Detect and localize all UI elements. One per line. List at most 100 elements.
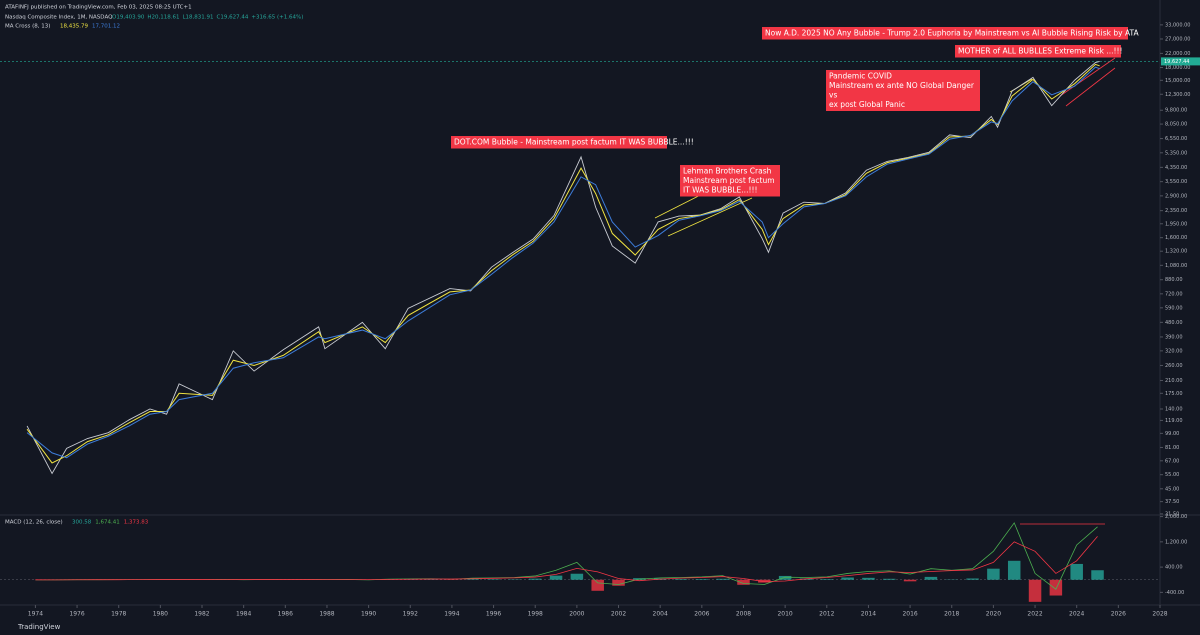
y-tick-label: 210.00 bbox=[1165, 378, 1183, 384]
histogram-bar bbox=[1070, 563, 1083, 580]
x-tick-label: 1984 bbox=[236, 611, 251, 618]
y-tick-label: 27,000.00 bbox=[1165, 36, 1190, 42]
y-tick-label: 390.00 bbox=[1165, 334, 1183, 340]
histogram-bar bbox=[466, 579, 479, 580]
histogram-bar bbox=[570, 573, 584, 580]
annotation-text: vs bbox=[829, 91, 837, 100]
x-tick-label: 2016 bbox=[902, 611, 917, 618]
y-tick-label: 9,800.00 bbox=[1165, 108, 1187, 114]
y-tick-label: 140.00 bbox=[1165, 406, 1183, 412]
y-tick-label: 2,000.00 bbox=[1165, 514, 1187, 520]
x-tick-label: 1994 bbox=[444, 611, 459, 618]
y-tick-label: 5,350.00 bbox=[1165, 150, 1187, 156]
x-tick-label: 2000 bbox=[569, 611, 584, 618]
x-tick-label: 2008 bbox=[736, 611, 751, 618]
x-tick-label: 1982 bbox=[194, 611, 209, 618]
y-tick-label: 12,300.00 bbox=[1165, 92, 1190, 98]
histogram-bar bbox=[528, 578, 542, 580]
annotation-text: Mainstream post factum bbox=[683, 176, 775, 185]
y-tick-label: 81.00 bbox=[1165, 445, 1179, 451]
histogram-bar bbox=[862, 577, 875, 580]
indicator-title: MA Cross (8, 13) bbox=[5, 24, 50, 30]
x-tick-label: 1996 bbox=[486, 611, 501, 618]
ohlc-value: O19,403.90 bbox=[112, 15, 145, 21]
x-tick-label: 2014 bbox=[861, 611, 876, 618]
trendline bbox=[1065, 67, 1116, 107]
y-tick-label: 2,350.00 bbox=[1165, 208, 1187, 214]
x-tick-label: 2024 bbox=[1069, 611, 1084, 618]
y-tick-label: 119.00 bbox=[1165, 418, 1183, 424]
histogram-bar bbox=[716, 578, 729, 580]
x-tick-label: 2022 bbox=[1027, 611, 1042, 618]
legend-value: 300.58 bbox=[72, 520, 92, 526]
histogram-bar bbox=[1028, 579, 1042, 602]
histogram-bar bbox=[737, 579, 750, 585]
last-price-box bbox=[1161, 57, 1200, 66]
y-tick-label: 2,900.00 bbox=[1165, 193, 1187, 199]
footer-logo: TradingView bbox=[17, 623, 61, 631]
y-tick-label: 1,600.00 bbox=[1165, 235, 1187, 241]
macd-title: MACD (12, 26, close) bbox=[5, 520, 63, 526]
histogram-bar bbox=[1049, 579, 1063, 596]
y-tick-label: 175.00 bbox=[1165, 391, 1183, 397]
legend-value: 1,674.41 bbox=[95, 520, 120, 526]
x-tick-label: 2012 bbox=[819, 611, 834, 618]
x-tick-label: 2026 bbox=[1111, 611, 1126, 618]
y-tick-label: 590.00 bbox=[1165, 305, 1183, 311]
ma-line bbox=[26, 66, 1100, 459]
annotation-box bbox=[680, 165, 780, 197]
ohlc-value: H20,118.61 bbox=[147, 15, 179, 21]
y-tick-label: -400.00 bbox=[1165, 590, 1184, 596]
annotation-text: ex post Global Panic bbox=[829, 100, 905, 109]
histogram-bar bbox=[758, 579, 771, 583]
y-tick-label: 67.00 bbox=[1165, 458, 1179, 464]
y-tick-label: 37.50 bbox=[1165, 499, 1179, 505]
y-tick-label: 55.00 bbox=[1165, 472, 1179, 478]
y-tick-label: 260.00 bbox=[1165, 363, 1183, 369]
histogram-bar bbox=[966, 578, 979, 580]
histogram-bar bbox=[695, 579, 709, 580]
y-tick-label: 6,550.00 bbox=[1165, 136, 1187, 142]
annotation-text: MOTHER of ALL BUBLLES Extreme Risk ...!!… bbox=[958, 47, 1123, 56]
y-tick-label: 8,050.00 bbox=[1165, 122, 1187, 128]
histogram-bar bbox=[903, 579, 917, 582]
x-tick-label: 2004 bbox=[653, 611, 668, 618]
x-tick-label: 2020 bbox=[986, 611, 1001, 618]
annotation-box bbox=[955, 45, 1121, 58]
y-tick-label: 400.00 bbox=[1165, 565, 1183, 571]
y-tick-label: 480.00 bbox=[1165, 320, 1183, 326]
histogram-bar bbox=[820, 579, 834, 580]
histogram-bar bbox=[987, 568, 1000, 580]
x-tick-label: 2006 bbox=[694, 611, 709, 618]
histogram-bar bbox=[841, 577, 854, 580]
publisher: ATAFINFJ published on TradingView.com, F… bbox=[5, 5, 192, 11]
x-tick-label: 2018 bbox=[944, 611, 959, 618]
annotation-text: Lehman Brothers Crash bbox=[683, 167, 772, 176]
histogram-bar bbox=[778, 575, 792, 580]
x-tick-label: 2028 bbox=[1152, 611, 1167, 618]
x-tick-label: 1998 bbox=[528, 611, 543, 618]
x-tick-label: 2002 bbox=[611, 611, 626, 618]
x-tick-label: 1986 bbox=[278, 611, 293, 618]
y-tick-label: 1,200.00 bbox=[1165, 539, 1187, 545]
y-tick-label: 45.00 bbox=[1165, 486, 1179, 492]
y-tick-label: 15,000.00 bbox=[1165, 78, 1190, 84]
histogram-bar bbox=[883, 578, 896, 580]
x-tick-label: 1976 bbox=[69, 611, 84, 618]
symbol-title: Nasdaq Composite Index, 1M, NASDAQ bbox=[5, 15, 113, 21]
annotation-text: Pandemic COVID bbox=[829, 72, 892, 81]
annotation-text: Mainstream ex ante NO Global Danger bbox=[829, 81, 975, 90]
y-tick-label: 3,550.00 bbox=[1165, 179, 1187, 185]
ohlc-value: +316.65 (+1.64%) bbox=[251, 15, 303, 21]
y-tick-label: 1,950.00 bbox=[1165, 221, 1187, 227]
histogram-bar bbox=[924, 576, 938, 580]
legend-value: 1,373.83 bbox=[124, 520, 149, 526]
macd-line bbox=[35, 536, 1098, 583]
x-tick-label: 1992 bbox=[403, 611, 418, 618]
x-tick-label: 1974 bbox=[28, 611, 43, 618]
histogram-bar bbox=[674, 579, 688, 580]
x-tick-label: 1990 bbox=[361, 611, 376, 618]
annotation-text: DOT.COM Bubble - Mainstream post factum … bbox=[454, 138, 694, 147]
trendline bbox=[1059, 57, 1116, 97]
